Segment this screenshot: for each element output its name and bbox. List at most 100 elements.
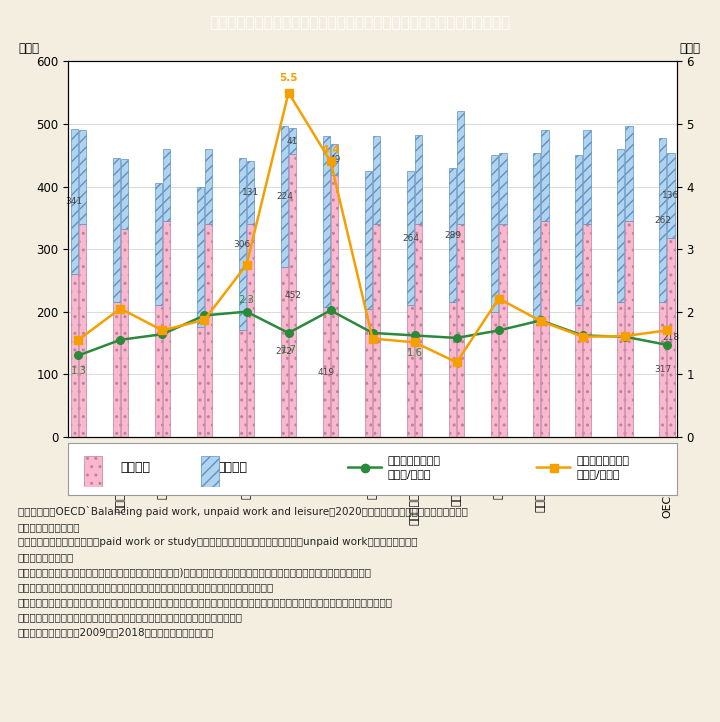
Bar: [575, 155, 582, 305]
Bar: [667, 238, 675, 437]
Bar: [583, 130, 590, 224]
Bar: [289, 129, 297, 154]
Text: OECD全体: OECD全体: [662, 473, 672, 518]
Bar: [155, 183, 162, 305]
Text: スペイン: スペイン: [494, 473, 504, 499]
Text: 306: 306: [234, 240, 251, 249]
Bar: [667, 153, 675, 238]
Text: オランダ: オランダ: [368, 473, 377, 499]
Bar: [71, 274, 78, 437]
Bar: [323, 308, 330, 437]
Bar: [239, 331, 246, 437]
Text: （分）: （分）: [19, 42, 40, 55]
Bar: [163, 221, 170, 437]
Text: 4.4: 4.4: [321, 145, 340, 155]
Bar: [112, 158, 120, 303]
Bar: [71, 129, 78, 274]
Bar: [626, 221, 633, 437]
Text: ニュージーランド: ニュージーランド: [410, 473, 420, 525]
Bar: [541, 221, 549, 437]
Bar: [331, 144, 338, 175]
Text: 131: 131: [242, 188, 259, 197]
Bar: [121, 229, 128, 437]
Text: 女
性: 女 性: [71, 451, 77, 470]
Text: 女
性: 女 性: [197, 451, 203, 470]
Text: 男
性: 男 性: [416, 451, 422, 470]
Text: 男
性: 男 性: [584, 451, 590, 470]
Text: 女
性: 女 性: [618, 451, 624, 470]
Bar: [541, 130, 549, 221]
Text: 女
性: 女 性: [323, 451, 329, 470]
Bar: [499, 224, 506, 437]
Text: 136: 136: [662, 191, 680, 201]
Text: ドイツ: ドイツ: [199, 473, 210, 492]
Bar: [457, 111, 464, 224]
Text: 男
性: 男 性: [80, 451, 86, 470]
Text: 男
性: 男 性: [163, 451, 169, 470]
Bar: [281, 266, 288, 437]
Text: 317: 317: [654, 365, 671, 374]
Bar: [155, 305, 162, 437]
Bar: [247, 162, 254, 224]
Bar: [659, 139, 666, 303]
Text: 図表１　男女別に見た生活時間（週全体平均）（１日当たり，国際比較）: 図表１ 男女別に見た生活時間（週全体平均）（１日当たり，国際比較）: [210, 16, 510, 30]
Bar: [373, 136, 380, 224]
Bar: [499, 153, 506, 224]
Text: 男
性: 男 性: [290, 451, 296, 470]
Text: 女
性: 女 性: [282, 451, 287, 470]
Text: 男
性: 男 性: [206, 451, 212, 470]
Text: 264: 264: [402, 234, 419, 243]
Text: 1.3: 1.3: [71, 366, 86, 376]
Text: 女
性: 女 性: [576, 451, 582, 470]
Bar: [205, 149, 212, 224]
Bar: [112, 303, 120, 437]
Text: 289: 289: [444, 230, 461, 240]
Bar: [449, 303, 456, 437]
Text: 男
性: 男 性: [332, 451, 338, 470]
Text: カナダ: カナダ: [73, 473, 84, 492]
Text: スウェーデン: スウェーデン: [536, 473, 546, 512]
Text: 無償労働の男女比
（女性/男性）: 無償労働の男女比 （女性/男性）: [577, 456, 629, 479]
Bar: [79, 224, 86, 437]
Text: イタリア: イタリア: [241, 473, 251, 499]
Bar: [449, 168, 456, 303]
Bar: [533, 153, 540, 321]
Bar: [331, 175, 338, 437]
Bar: [407, 171, 414, 305]
Text: 有償労働: 有償労働: [120, 461, 150, 474]
Text: 5.5: 5.5: [279, 73, 298, 83]
Text: 男
性: 男 性: [668, 451, 674, 470]
Bar: [575, 305, 582, 437]
Bar: [365, 171, 372, 308]
Bar: [247, 224, 254, 437]
Text: 272: 272: [276, 347, 293, 356]
Text: フィンランド: フィンランド: [115, 473, 125, 512]
Bar: [365, 308, 372, 437]
Text: 英国: 英国: [577, 473, 588, 486]
Text: 男
性: 男 性: [122, 451, 127, 470]
Text: 452: 452: [284, 291, 301, 300]
Text: 224: 224: [276, 192, 293, 201]
Bar: [617, 303, 624, 437]
Bar: [415, 135, 423, 224]
Bar: [415, 224, 423, 437]
Text: 2.3: 2.3: [238, 295, 254, 305]
Bar: [289, 154, 297, 437]
Text: 女
性: 女 性: [660, 451, 665, 470]
Bar: [457, 224, 464, 437]
Text: ノルウェー: ノルウェー: [451, 473, 462, 505]
Text: 米国: 米国: [620, 473, 630, 486]
Bar: [205, 224, 212, 437]
Text: 無償労働: 無償労働: [217, 461, 248, 474]
Bar: [323, 136, 330, 308]
Text: 419: 419: [318, 367, 335, 377]
Text: 女
性: 女 性: [113, 451, 119, 470]
Bar: [659, 303, 666, 437]
Bar: [626, 126, 633, 221]
Text: 男
性: 男 性: [626, 451, 632, 470]
Text: 男
性: 男 性: [500, 451, 505, 470]
Text: 韓国: 韓国: [325, 473, 336, 486]
Bar: [617, 149, 624, 303]
Text: フランス: フランス: [158, 473, 168, 499]
Bar: [407, 305, 414, 437]
